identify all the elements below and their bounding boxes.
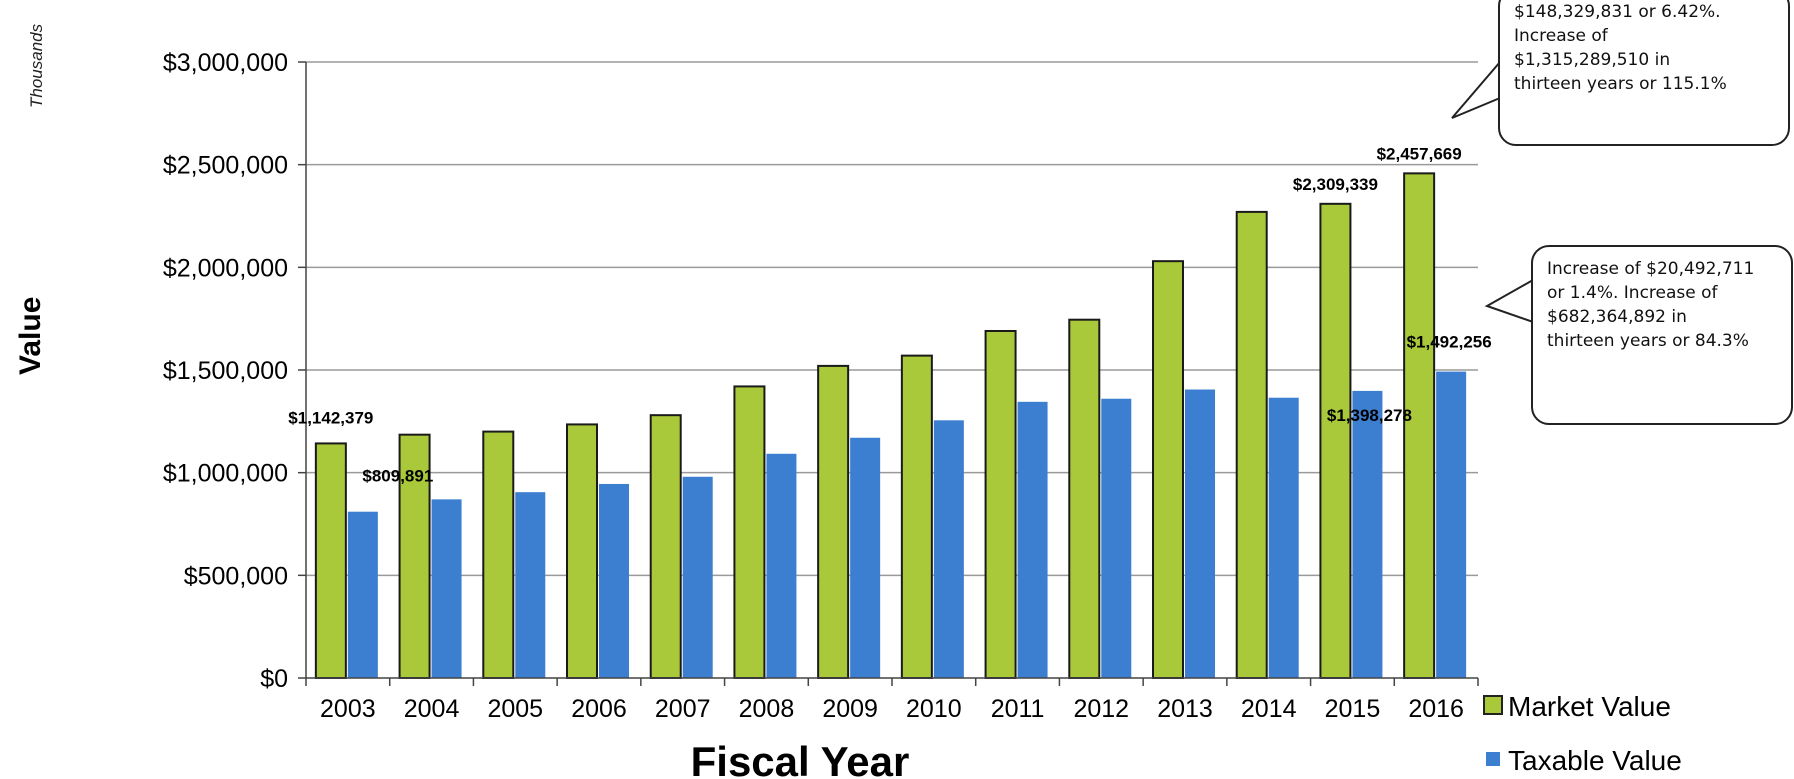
bar-taxable-value: [1352, 390, 1383, 678]
data-label: $2,309,339: [1293, 175, 1378, 194]
data-labels: $1,142,379 $809,891 $2,309,339 $1,398,278 $2…: [288, 144, 1491, 485]
callout-tail-market: [1451, 59, 1501, 119]
x-tick-label: 2010: [906, 695, 962, 723]
y-tick-label: $3,000,000: [163, 49, 288, 77]
x-tick-label: 2006: [571, 695, 627, 723]
bar-taxable-value: [515, 492, 546, 678]
x-tick-label: 2012: [1073, 695, 1129, 723]
data-label: $1,142,379: [288, 408, 373, 427]
x-tick-label: 2004: [404, 695, 460, 723]
bar-market-value: [984, 329, 1017, 679]
x-axis-title: Fiscal Year: [691, 738, 910, 779]
bar-market-value: [1403, 172, 1436, 679]
bar-market-value: [817, 364, 850, 679]
bar-market-value: [733, 385, 766, 679]
x-tick-label: 2008: [739, 695, 795, 723]
bar-market-value: [1068, 318, 1101, 679]
x-tick-label: 2013: [1157, 695, 1213, 723]
x-tick-label: 2009: [822, 695, 878, 723]
bar-market-value: [1152, 260, 1184, 679]
data-label: $2,457,669: [1377, 144, 1462, 163]
gridlines: [306, 61, 1478, 577]
units-note: Thousands: [27, 23, 46, 108]
callout-market-value: $148,329,831 or 6.42%. Increase of $1,31…: [1498, 0, 1790, 146]
y-tick-label: $0: [260, 665, 288, 693]
bar-taxable-value: [1268, 397, 1299, 678]
bar-taxable-value: [347, 511, 378, 678]
data-label: $1,492,256: [1407, 333, 1492, 352]
bar-taxable-value: [933, 420, 964, 678]
bar-market-value: [1235, 210, 1268, 679]
bar-market-value: [482, 430, 515, 679]
bar-taxable-value: [431, 499, 462, 678]
bar-taxable-value: [850, 437, 881, 678]
x-tick-label: 2014: [1241, 695, 1297, 723]
bar-taxable-value: [766, 453, 797, 678]
x-tick-label: 2015: [1325, 695, 1381, 723]
legend-swatch-market: [1483, 695, 1503, 715]
y-tick-label: $500,000: [184, 562, 288, 590]
y-tick-label: $1,500,000: [163, 357, 288, 385]
x-axis: 2003 2004 2005 2006 2007 2008 2009 2010 2011 2012…: [305, 677, 1479, 723]
x-tick-label: 2016: [1408, 695, 1464, 723]
x-tick-label: 2005: [487, 695, 543, 723]
y-tick-label: $2,500,000: [163, 152, 288, 180]
bar-taxable-value: [1017, 401, 1048, 678]
bar-market-value: [649, 414, 682, 679]
bar-taxable-value: [1436, 371, 1467, 678]
bar-market-value: [566, 423, 598, 679]
legend: Market Value Taxable Value: [1483, 691, 1682, 776]
x-tick-label: 2011: [991, 695, 1045, 723]
data-label: $1,398,278: [1327, 406, 1412, 425]
bar-taxable-value: [599, 483, 629, 678]
x-tick-label: 2003: [320, 695, 376, 723]
callout-taxable-value: Increase of $20,492,711 or 1.4%. Increas…: [1531, 245, 1793, 425]
bar-market-value: [314, 442, 347, 679]
y-tick-label: $2,000,000: [163, 254, 288, 282]
legend-label-market: Market Value: [1508, 691, 1671, 722]
data-label: $809,891: [362, 467, 433, 486]
y-tick-label: $1,000,000: [163, 460, 288, 488]
bar-taxable-value: [682, 476, 713, 678]
bar-taxable-value: [1185, 389, 1215, 678]
bar-market-value: [1319, 202, 1352, 679]
y-axis: $0 $500,000 $1,000,000 $1,500,000 $2,000,000…: [163, 49, 307, 693]
callout-tail-taxable: [1484, 278, 1534, 324]
legend-swatch-taxable: [1486, 752, 1500, 766]
legend-label-taxable: Taxable Value: [1508, 745, 1682, 776]
y-axis-title: Value: [14, 297, 47, 375]
x-tick-label: 2007: [655, 695, 711, 723]
bar-taxable-value: [1101, 398, 1132, 678]
bars: [314, 172, 1467, 679]
bar-market-value: [900, 354, 933, 679]
